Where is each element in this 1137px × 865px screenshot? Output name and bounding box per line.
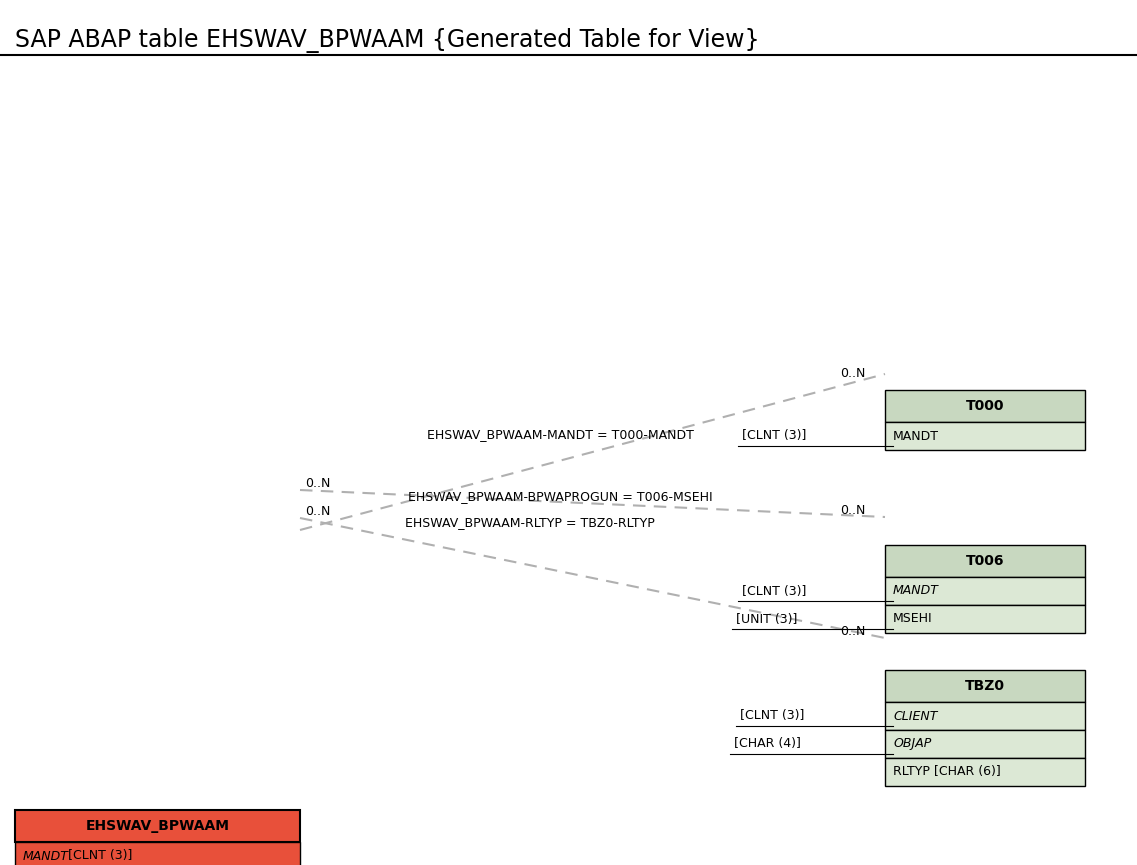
Bar (885, 730, 1085, 758)
Text: OBJAP: OBJAP (893, 738, 931, 751)
Bar (885, 390, 1085, 422)
Text: 0..N: 0..N (840, 367, 865, 380)
Text: 0..N: 0..N (840, 504, 865, 517)
Bar (885, 670, 1085, 702)
Text: EHSWAV_BPWAAM-BPWAPROGUN = T006-MSEHI: EHSWAV_BPWAAM-BPWAPROGUN = T006-MSEHI (408, 490, 712, 503)
Text: [CLNT (3)]: [CLNT (3)] (738, 430, 806, 443)
Text: TBZ0: TBZ0 (965, 679, 1005, 693)
Text: 0..N: 0..N (840, 625, 865, 638)
Text: T000: T000 (965, 399, 1004, 413)
Bar (885, 758, 1085, 786)
Text: T006: T006 (965, 554, 1004, 568)
Text: CLIENT: CLIENT (893, 709, 937, 722)
Text: EHSWAV_BPWAAM: EHSWAV_BPWAAM (85, 819, 230, 833)
Bar (15, 810, 300, 842)
Text: [CLNT (3)]: [CLNT (3)] (737, 709, 805, 722)
Text: EHSWAV_BPWAAM-MANDT = T000-MANDT: EHSWAV_BPWAAM-MANDT = T000-MANDT (426, 428, 694, 441)
Text: 0..N: 0..N (305, 505, 331, 518)
Text: RLTYP [CHAR (6)]: RLTYP [CHAR (6)] (893, 766, 1001, 778)
Text: MANDT: MANDT (893, 430, 939, 443)
Bar (885, 605, 1085, 633)
Text: MSEHI: MSEHI (893, 612, 932, 625)
Text: 0..N: 0..N (305, 477, 331, 490)
Text: MANDT: MANDT (23, 849, 69, 862)
Text: [CLNT (3)]: [CLNT (3)] (738, 585, 806, 598)
Bar (15, 842, 300, 865)
Bar (885, 702, 1085, 730)
Bar (885, 422, 1085, 450)
Text: MANDT: MANDT (893, 585, 939, 598)
Bar (885, 577, 1085, 605)
Text: SAP ABAP table EHSWAV_BPWAAM {Generated Table for View}: SAP ABAP table EHSWAV_BPWAAM {Generated … (15, 28, 760, 53)
Text: [CHAR (4)]: [CHAR (4)] (730, 738, 802, 751)
Text: EHSWAV_BPWAAM-RLTYP = TBZ0-RLTYP: EHSWAV_BPWAAM-RLTYP = TBZ0-RLTYP (405, 516, 655, 529)
Text: [CLNT (3)]: [CLNT (3)] (64, 849, 132, 862)
Bar (885, 545, 1085, 577)
Text: [UNIT (3)]: [UNIT (3)] (732, 612, 797, 625)
